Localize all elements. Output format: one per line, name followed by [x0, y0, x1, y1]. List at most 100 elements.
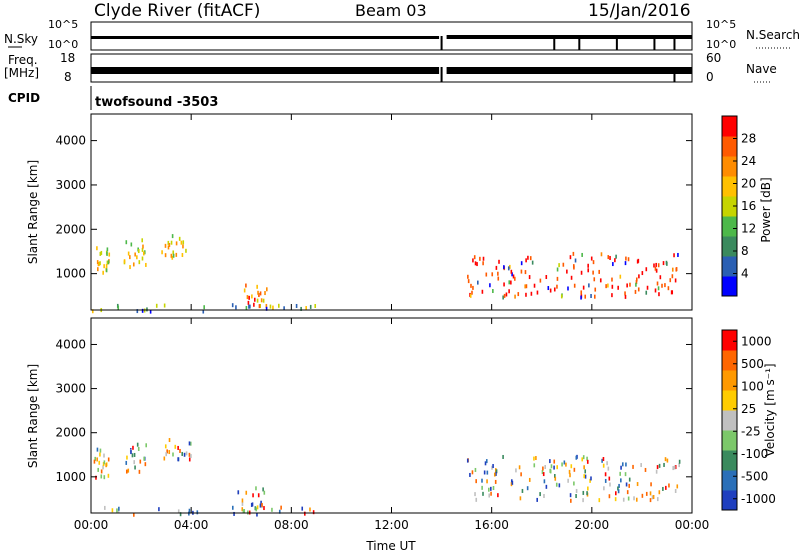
- power-cell: [624, 261, 627, 266]
- power-cell: [662, 261, 665, 266]
- power-cell: [502, 295, 504, 300]
- nsky-trace-seg-1: [91, 36, 440, 39]
- velocity-cell: [188, 441, 191, 446]
- velocity-cell: [95, 475, 97, 480]
- power-cell: [249, 304, 251, 309]
- power-cell: [675, 267, 678, 272]
- power-cell: [314, 303, 317, 308]
- velocity-cell: [163, 456, 166, 461]
- velocity-cell: [556, 465, 558, 470]
- power-cell: [182, 244, 184, 249]
- power-cell: [470, 283, 472, 288]
- velocity-cell: [172, 452, 174, 457]
- velocity-cell: [555, 482, 558, 487]
- velocity-cell: [628, 483, 631, 488]
- velocity-cell: [98, 460, 101, 465]
- power-ytick-label: 3000: [55, 178, 86, 192]
- power-cell: [469, 293, 472, 298]
- velocity-cell: [490, 486, 492, 491]
- velocity-cell: [569, 493, 572, 498]
- velocity-cell: [676, 484, 679, 489]
- velocity-cell: [625, 462, 627, 467]
- cpid-label: CPID: [8, 91, 40, 105]
- velocity-cell: [139, 459, 142, 464]
- velocity-cell: [185, 451, 188, 456]
- velocity-cell: [553, 474, 556, 479]
- power-cell: [142, 244, 144, 249]
- power-cell: [573, 283, 576, 288]
- power-cell: [525, 292, 527, 297]
- beam-label: Beam 03: [355, 1, 427, 20]
- power-cell: [673, 253, 675, 258]
- power-cell: [498, 259, 500, 264]
- power-cell: [637, 258, 640, 263]
- velocity-cell: [633, 496, 635, 501]
- velocity-cell: [475, 497, 478, 502]
- power-cell: [580, 295, 582, 300]
- power-colorbar-tick-label: 20: [741, 177, 756, 191]
- velocity-cell: [542, 472, 545, 477]
- power-cell: [654, 266, 657, 271]
- velocity-cell: [614, 497, 617, 502]
- velocity-cell: [635, 497, 638, 502]
- power-cell: [485, 272, 488, 277]
- power-cell: [472, 285, 474, 290]
- power-colorbar-tick-label: 24: [741, 154, 756, 168]
- velocity-cell: [484, 461, 487, 466]
- velocity-cell: [602, 457, 605, 462]
- velocity-cell: [583, 465, 585, 470]
- power-colorbar: 4 8 12 16 20 24 28: [721, 115, 756, 297]
- velocity-frame: [90, 317, 693, 514]
- power-cell: [653, 263, 655, 268]
- velocity-cell: [528, 477, 531, 482]
- power-ylabel: Slant Range [km]: [26, 160, 40, 264]
- power-cell: [624, 291, 626, 296]
- velocity-cell: [573, 481, 575, 486]
- velocity-cell: [622, 497, 625, 502]
- velocity-colorbar-tick-label: 25: [741, 402, 756, 416]
- power-cell: [175, 241, 178, 246]
- velocity-ytick-label: 4000: [55, 337, 86, 351]
- power-cell: [96, 246, 98, 251]
- velocity-cell: [644, 467, 647, 472]
- velocity-cell: [666, 458, 669, 463]
- nsky-label: N.Sky: [4, 32, 38, 46]
- velocity-cell: [490, 491, 492, 496]
- velocity-cell: [632, 464, 634, 469]
- velocity-cell: [100, 474, 103, 479]
- velocity-cell: [651, 495, 654, 500]
- velocity-ytick-label: 2000: [55, 426, 86, 440]
- power-colorbar-tick-label: 8: [741, 244, 749, 258]
- velocity-cell: [582, 455, 585, 460]
- velocity-cell: [256, 505, 259, 510]
- velocity-cell: [493, 472, 496, 477]
- velocity-cell: [131, 453, 134, 458]
- nsky-trace-seg-2: [446, 35, 692, 39]
- velocity-ylabel: Slant Range [km]: [26, 364, 40, 468]
- power-colorbar-label: Power [dB]: [759, 177, 773, 242]
- velocity-cell: [656, 465, 659, 470]
- velocity-cell: [598, 498, 601, 503]
- velocity-cell: [492, 486, 495, 491]
- velocity-cell: [166, 449, 168, 454]
- velocity-colorbar-swatch: [722, 410, 737, 431]
- velocity-cell: [231, 505, 234, 510]
- velocity-cell: [614, 491, 617, 496]
- power-cell: [164, 253, 167, 258]
- power-cell: [300, 306, 302, 311]
- power-cell: [269, 304, 272, 309]
- velocity-cell: [510, 482, 513, 487]
- velocity-cell: [99, 448, 102, 453]
- velocity-cell: [554, 476, 557, 481]
- velocity-cell: [502, 454, 504, 459]
- power-cell: [185, 248, 187, 253]
- velocity-cell: [626, 490, 629, 495]
- nsearch-tick-top: 10^5: [706, 18, 736, 31]
- power-cell: [556, 276, 559, 281]
- velocity-cell: [618, 483, 620, 488]
- velocity-cell: [188, 452, 191, 457]
- power-cell: [646, 285, 649, 290]
- power-cell: [106, 247, 109, 252]
- velocity-cell: [126, 455, 128, 460]
- velocity-cell: [474, 467, 477, 472]
